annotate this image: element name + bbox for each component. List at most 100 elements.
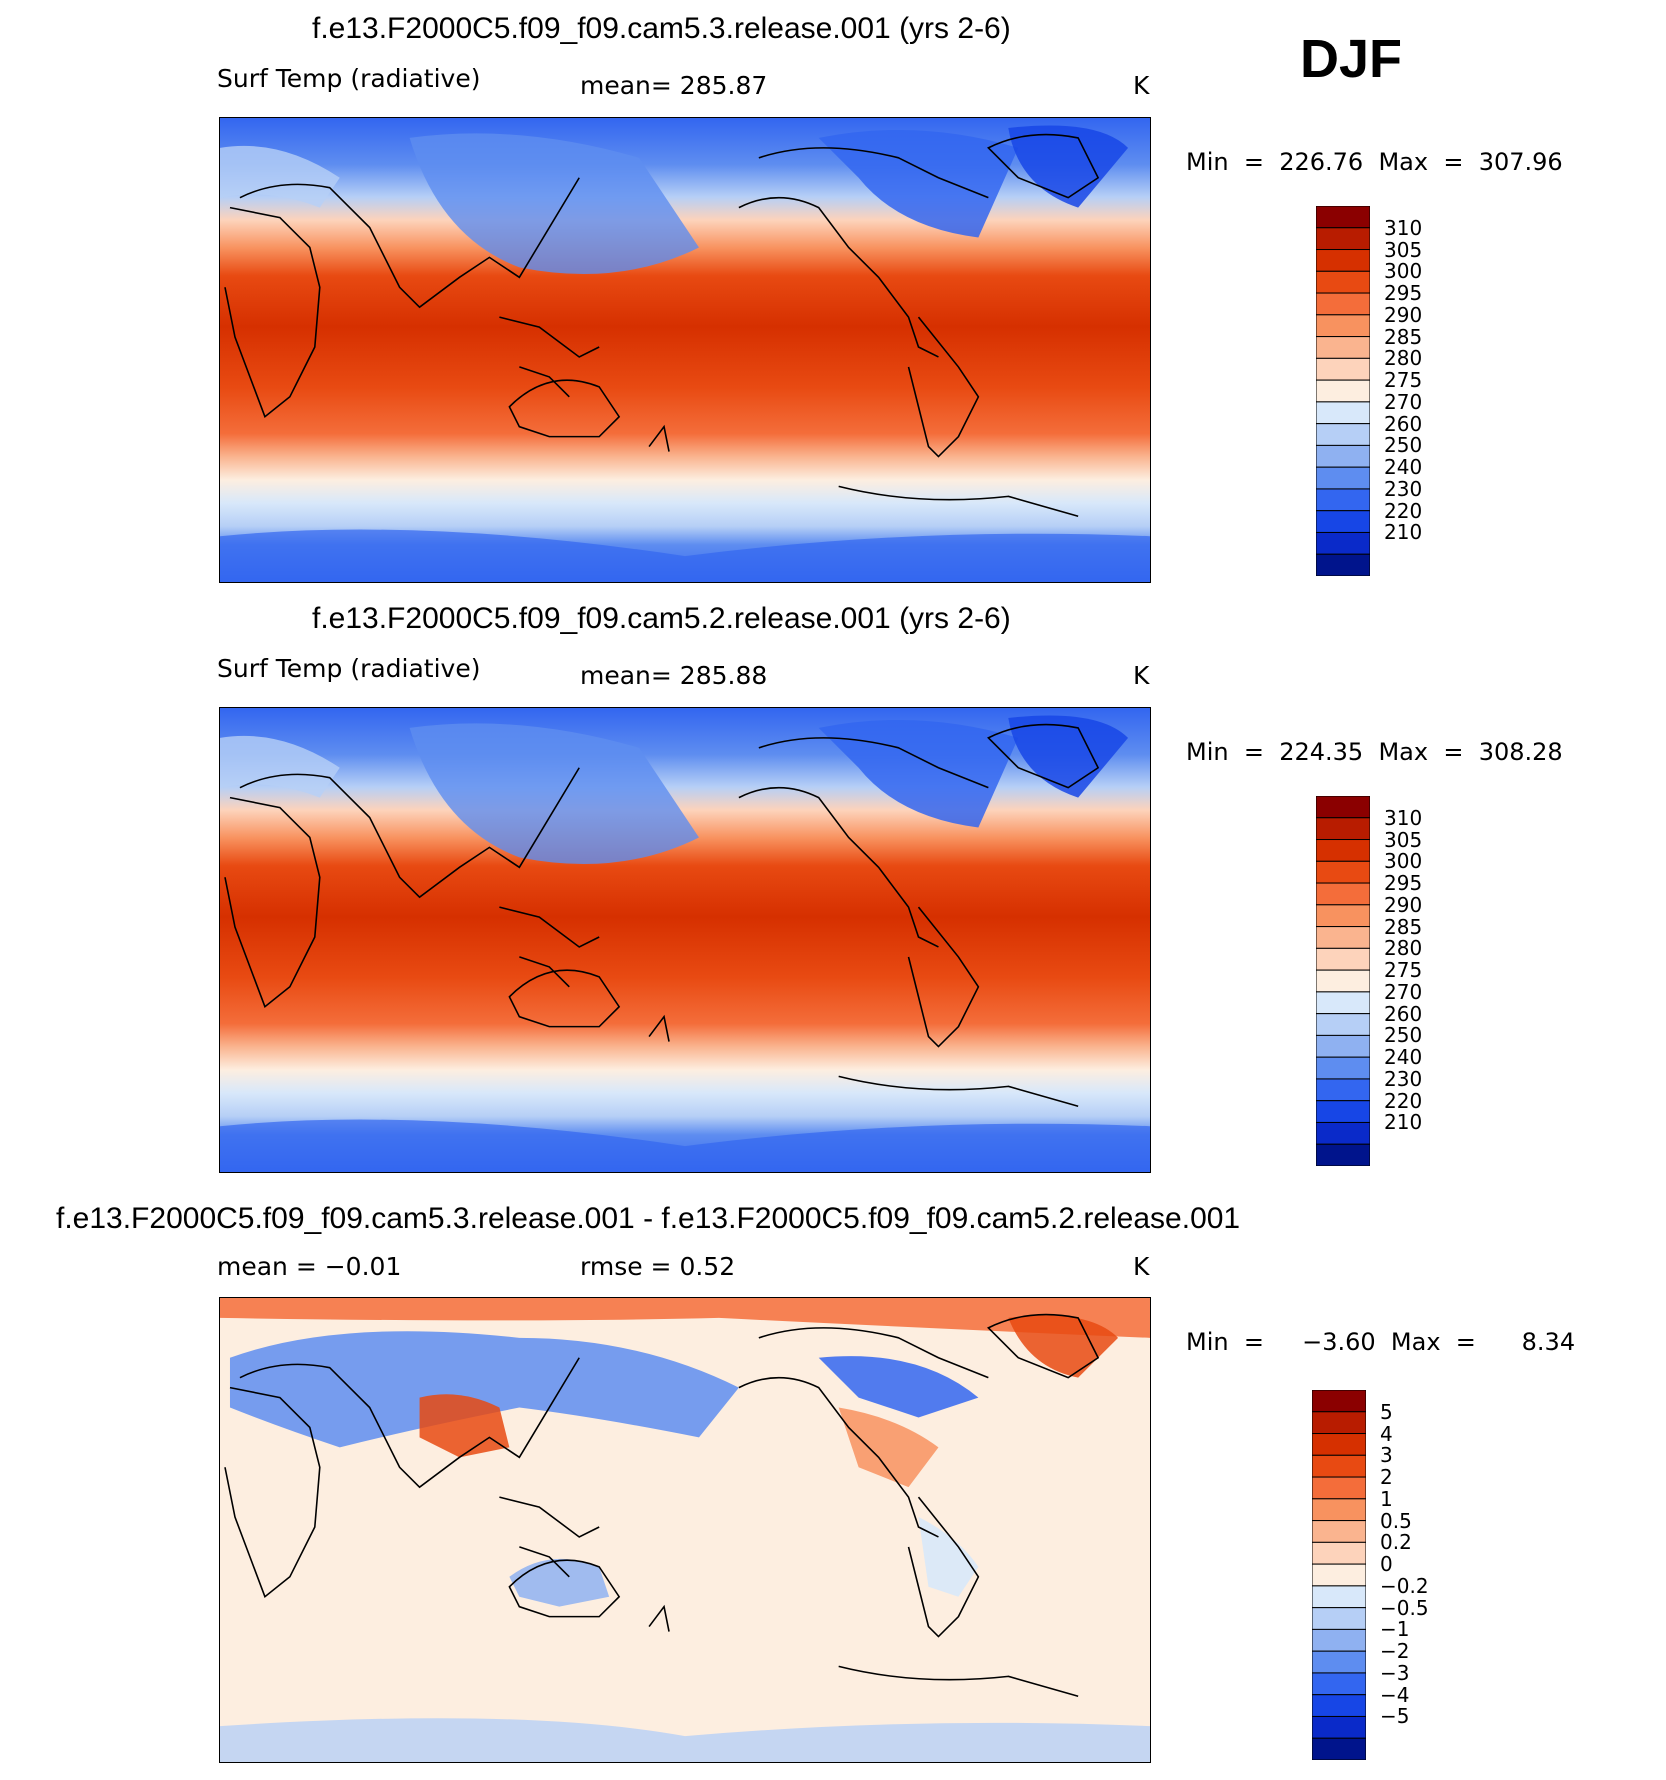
eurasia-cold-anomaly xyxy=(229,1331,739,1448)
colorbar-tick-label: 220 xyxy=(1384,1088,1423,1113)
colorbar-swatch xyxy=(1311,1585,1367,1609)
colorbar-swatch xyxy=(1315,205,1371,229)
north-america-cold-anomaly xyxy=(818,1356,979,1418)
panel-1-map xyxy=(219,117,1151,583)
colorbar-tick-label: −2 xyxy=(1380,1639,1410,1664)
colorbar-tick-label: 210 xyxy=(1384,1110,1423,1135)
north-america-cold-region xyxy=(818,129,1019,238)
colorbar-tick-label: 260 xyxy=(1384,411,1423,436)
colorbar-tick-label: 220 xyxy=(1384,498,1423,523)
colorbar-swatch xyxy=(1315,1034,1371,1058)
panel-3-colorbar-labels: 5 4 3 2 1 0.5 0.2 0 −0.2 −0.5 −1 −2 −3 −4 −5 xyxy=(1380,1390,1460,1760)
colorbar-tick-label: 270 xyxy=(1384,979,1423,1004)
colorbar-tick-label: 260 xyxy=(1384,1001,1423,1026)
colorbar-swatch xyxy=(1311,1628,1367,1652)
colorbar-swatch xyxy=(1315,926,1371,949)
colorbar-swatch xyxy=(1315,882,1371,906)
colorbar-swatch xyxy=(1315,1143,1371,1167)
colorbar-tick-label: 300 xyxy=(1384,849,1423,874)
colorbar-tick-label: 300 xyxy=(1384,259,1423,284)
europe-cool-region xyxy=(220,145,340,208)
colorbar-swatch xyxy=(1315,466,1371,490)
colorbar-tick-label: 295 xyxy=(1384,281,1423,306)
europe-cool-region xyxy=(220,735,340,798)
colorbar-swatch xyxy=(1311,1476,1367,1500)
australia-outline xyxy=(508,969,621,1028)
coastlines xyxy=(224,723,1100,1108)
panel-2-colorbar-labels: 310 305 300 295 290 285 280 275 270 260 250 240 230 2… xyxy=(1384,796,1464,1166)
greenland-cold-region xyxy=(1008,715,1129,798)
antarctica-anomaly xyxy=(220,1718,1150,1762)
colorbar-swatch xyxy=(1315,1056,1371,1080)
colorbar-tick-label: 310 xyxy=(1384,215,1423,240)
panel-1-colorbar-labels: 310 305 300 295 290 285 280 275 270 260 250 240 230 2… xyxy=(1384,206,1464,576)
colorbar-swatch xyxy=(1311,1520,1367,1543)
colorbar-swatch xyxy=(1315,904,1371,928)
colorbar-tick-label: 240 xyxy=(1384,1045,1423,1070)
colorbar-tick-label: 250 xyxy=(1384,433,1423,458)
colorbar-tick-label: 305 xyxy=(1384,237,1423,262)
colorbar-swatch xyxy=(1311,1498,1367,1522)
colorbar-tick-label: 1 xyxy=(1380,1486,1393,1511)
colorbar-tick-label: 3 xyxy=(1380,1443,1393,1468)
colorbar-swatch xyxy=(1315,314,1371,338)
colorbar-tick-label: 290 xyxy=(1384,302,1423,327)
colorbar-swatch xyxy=(1315,401,1371,425)
colorbar-swatch xyxy=(1315,270,1371,294)
colorbar-tick-label: 280 xyxy=(1384,936,1423,961)
panel-1-minmax: Min = 226.76 Max = 307.96 xyxy=(1186,148,1563,176)
greenland-cold-region xyxy=(1008,125,1129,208)
colorbar-swatch xyxy=(1311,1389,1367,1413)
colorbar-tick-label: −3 xyxy=(1380,1660,1410,1685)
colorbar-tick-label: 275 xyxy=(1384,958,1423,983)
colorbar-swatch xyxy=(1315,553,1371,577)
colorbar-tick-label: 4 xyxy=(1380,1421,1393,1446)
panel-2-map xyxy=(219,707,1151,1173)
colorbar-swatch xyxy=(1311,1737,1367,1761)
colorbar-tick-label: 2 xyxy=(1380,1465,1393,1490)
panel-2-units: K xyxy=(1133,661,1150,690)
colorbar-swatch xyxy=(1315,336,1371,359)
antarctica-cold-region xyxy=(220,529,1150,582)
panel-2-mean: mean= 285.88 xyxy=(580,661,768,690)
colorbar-tick-label: 5 xyxy=(1380,1399,1393,1424)
south-america-anomaly xyxy=(918,1517,979,1597)
colorbar-tick-label: 310 xyxy=(1384,805,1423,830)
colorbar-tick-label: −0.5 xyxy=(1380,1595,1429,1620)
colorbar-swatch xyxy=(1311,1672,1367,1696)
colorbar-swatch xyxy=(1315,991,1371,1015)
colorbar-swatch xyxy=(1315,531,1371,555)
asia-cold-region xyxy=(409,723,699,864)
colorbar-swatch xyxy=(1311,1411,1367,1435)
panel-3-title: f.e13.F2000C5.f09_f09.cam5.3.release.001… xyxy=(56,1202,1241,1235)
australia-outline xyxy=(508,1559,621,1618)
colorbar-swatch xyxy=(1315,249,1371,272)
colorbar-swatch xyxy=(1311,1694,1367,1717)
colorbar-swatch xyxy=(1315,1121,1371,1145)
asia-cold-region xyxy=(409,133,699,274)
panel-1-colorbar xyxy=(1315,205,1371,577)
colorbar-tick-label: 0 xyxy=(1380,1552,1393,1577)
colorbar-swatch xyxy=(1315,444,1371,468)
colorbar-tick-label: 285 xyxy=(1384,914,1423,939)
panel-3-mean: mean = −0.01 xyxy=(217,1252,402,1281)
colorbar-tick-label: 250 xyxy=(1384,1023,1423,1048)
colorbar-swatch xyxy=(1315,839,1371,862)
colorbar-swatch xyxy=(1315,817,1371,841)
colorbar-tick-label: −0.2 xyxy=(1380,1573,1429,1598)
colorbar-tick-label: 290 xyxy=(1384,892,1423,917)
panel-1-units: K xyxy=(1133,71,1150,100)
colorbar-swatch xyxy=(1311,1454,1367,1478)
colorbar-tick-label: 0.5 xyxy=(1380,1508,1412,1533)
panel-3-minmax: Min = −3.60 Max = 8.34 xyxy=(1186,1328,1576,1356)
colorbar-swatch xyxy=(1311,1541,1367,1565)
colorbar-swatch xyxy=(1315,292,1371,316)
colorbar-tick-label: 210 xyxy=(1384,520,1423,545)
panel-2-title: f.e13.F2000C5.f09_f09.cam5.2.release.001… xyxy=(312,602,1011,635)
panel-2-minmax: Min = 224.35 Max = 308.28 xyxy=(1186,738,1563,766)
panel-1-variable: Surf Temp (radiative) xyxy=(217,64,481,93)
colorbar-swatch xyxy=(1315,1078,1371,1102)
colorbar-swatch xyxy=(1315,357,1371,381)
colorbar-tick-label: 295 xyxy=(1384,871,1423,896)
panel-3-colorbar xyxy=(1311,1389,1367,1761)
